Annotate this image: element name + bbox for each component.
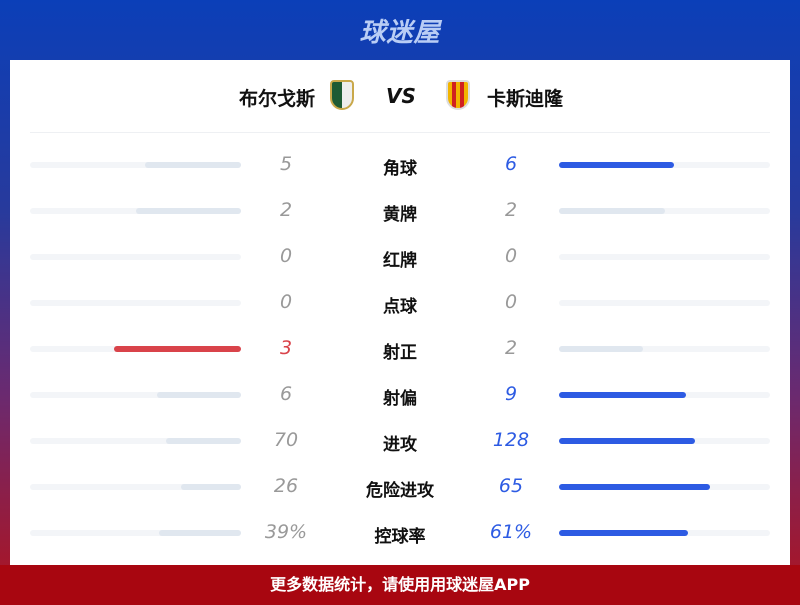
stat-row: 6 射偏 9 — [10, 373, 790, 419]
home-value: 5 — [279, 153, 293, 175]
home-bar-fill — [180, 484, 241, 490]
match-header: 布尔戈斯 VS 卡斯迪隆 — [10, 60, 790, 132]
away-bar-track — [559, 438, 770, 444]
away-value: 2 — [504, 199, 518, 221]
away-bar-track — [559, 300, 770, 306]
stat-label: 射正 — [383, 343, 417, 363]
away-bar-track — [559, 254, 770, 260]
home-bar-track — [30, 208, 241, 214]
home-bar-track — [30, 162, 241, 168]
home-value: 70 — [273, 429, 299, 451]
away-bar-fill — [559, 346, 644, 352]
away-bar-fill — [559, 392, 686, 398]
home-value: 0 — [279, 245, 293, 267]
home-value: 2 — [279, 199, 293, 221]
away-bar-track — [559, 346, 770, 352]
away-bar-fill — [559, 162, 675, 168]
divider — [30, 132, 770, 133]
home-value: 3 — [279, 337, 293, 359]
stat-label: 射偏 — [383, 389, 417, 409]
home-bar-track — [30, 392, 241, 398]
home-value: 6 — [279, 383, 293, 405]
stats-card: 布尔戈斯 VS 卡斯迪隆 5 角球 6 2 黄牌 2 0 红牌 0 0 点球 0… — [10, 60, 790, 565]
home-bar-track — [30, 300, 241, 306]
stat-label: 危险进攻 — [366, 481, 434, 501]
stat-label: 点球 — [383, 297, 417, 317]
vs-label: VS — [386, 84, 416, 108]
away-value: 61% — [489, 521, 533, 543]
stat-row: 2 黄牌 2 — [10, 189, 790, 235]
away-value: 0 — [504, 291, 518, 313]
stat-label: 控球率 — [374, 527, 426, 547]
home-team-name: 布尔戈斯 — [238, 88, 315, 110]
away-value: 2 — [504, 337, 518, 359]
home-value: 0 — [279, 291, 293, 313]
brand-logo: 球迷屋 — [359, 18, 441, 48]
home-value: 26 — [273, 475, 299, 497]
away-bar-track — [559, 392, 770, 398]
home-bar-track — [30, 438, 241, 444]
stat-row: 0 红牌 0 — [10, 235, 790, 281]
stat-row: 26 危险进攻 65 — [10, 465, 790, 511]
home-bar-track — [30, 254, 241, 260]
stat-row: 3 射正 2 — [10, 327, 790, 373]
stat-row: 0 点球 0 — [10, 281, 790, 327]
away-bar-fill — [559, 438, 696, 444]
home-bar-track — [30, 346, 241, 352]
home-value: 39% — [264, 521, 308, 543]
home-bar-fill — [156, 392, 241, 398]
stat-row: 70 进攻 128 — [10, 419, 790, 465]
stat-row: 5 角球 6 — [10, 143, 790, 189]
away-value: 9 — [504, 383, 518, 405]
home-bar-track — [30, 484, 241, 490]
away-value: 6 — [504, 153, 518, 175]
away-bar-track — [559, 162, 770, 168]
home-bar-fill — [135, 208, 241, 214]
away-bar-track — [559, 208, 770, 214]
stat-label: 红牌 — [383, 251, 417, 271]
stat-row: 39% 控球率 61% — [10, 511, 790, 557]
home-bar-fill — [166, 438, 241, 444]
home-bar-fill — [114, 346, 241, 352]
away-bar-track — [559, 530, 770, 536]
away-bar-fill — [559, 484, 710, 490]
home-team-badge-icon — [330, 80, 354, 110]
home-bar-fill — [145, 162, 241, 168]
away-value: 0 — [504, 245, 518, 267]
stat-label: 黄牌 — [383, 205, 417, 225]
away-team-badge-icon — [446, 80, 470, 110]
away-bar-fill — [559, 208, 665, 214]
away-value: 128 — [492, 429, 530, 451]
footer-banner[interactable]: 更多数据统计，请使用用球迷屋APP — [0, 565, 800, 605]
stat-label: 进攻 — [383, 435, 417, 455]
home-bar-track — [30, 530, 241, 536]
away-bar-fill — [559, 530, 688, 536]
stat-label: 角球 — [383, 159, 417, 179]
home-bar-fill — [158, 530, 241, 536]
away-value: 65 — [498, 475, 524, 497]
away-team-name: 卡斯迪隆 — [487, 88, 564, 110]
away-bar-track — [559, 484, 770, 490]
